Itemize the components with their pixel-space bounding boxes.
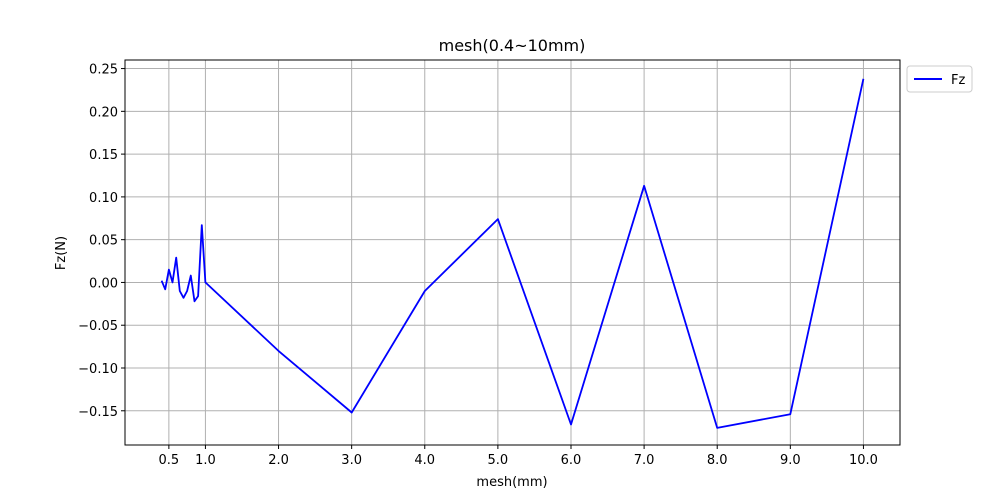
x-tick-label: 2.0 [268,453,289,468]
y-tick-label: 0.15 [89,148,118,163]
x-tick-label: 9.0 [780,453,801,468]
series-line-fz [160,78,865,429]
chart-title: mesh(0.4~10mm) [439,36,586,55]
series-layer [160,78,865,429]
x-axis-label: mesh(mm) [476,475,547,490]
x-tick-label: 5.0 [488,453,509,468]
y-tick-label: 0.10 [89,191,118,206]
x-tick-label: 8.0 [707,453,728,468]
x-tick-label: 7.0 [634,453,655,468]
x-tick-label: 1.0 [195,453,216,468]
x-tick-label: 0.5 [159,453,180,468]
legend: Fz [906,65,973,93]
x-tick-label: 4.0 [414,453,435,468]
y-tick-label: 0.25 [89,63,118,78]
y-tick-label: 0.00 [89,276,118,291]
x-tick-label: 10.0 [849,453,878,468]
y-axis-label: Fz(N) [54,236,69,270]
y-tick-label: −0.05 [78,319,118,334]
grid [125,60,900,445]
y-tick-label: 0.05 [89,234,118,249]
legend-label-fz: Fz [951,73,965,88]
y-tick-label: −0.10 [78,362,118,377]
x-tick-label: 3.0 [341,453,362,468]
ticks: 0.5 1.0 2.0 3.0 4.0 5.0 6.0 7.0 8.0 9.0 10.0 0.25 0.… [78,63,878,468]
plot-frame [124,59,901,446]
y-tick-label: −0.15 [78,405,118,420]
y-tick-label: 0.20 [89,105,118,120]
x-tick-label: 6.0 [561,453,582,468]
